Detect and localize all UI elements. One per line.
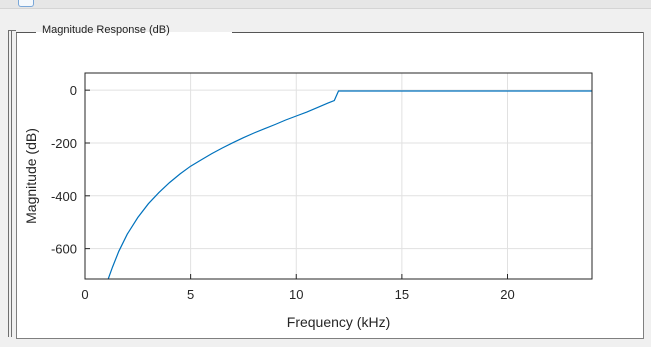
panel-border-top-left — [16, 32, 36, 33]
tick-layer: 0 5 10 15 20 0 -200 -400 -600 — [51, 83, 515, 302]
x-tick-label: 15 — [395, 287, 409, 302]
x-tick-label: 10 — [289, 287, 303, 302]
left-splitter[interactable] — [8, 30, 12, 337]
y-tick-label: -600 — [51, 242, 77, 257]
y-tick-label: 0 — [70, 83, 77, 98]
series-line-0 — [107, 90, 592, 280]
x-tick-label: 5 — [187, 287, 194, 302]
series-layer — [107, 90, 592, 280]
left-splitter-cap — [8, 30, 16, 31]
x-tick-label: 0 — [81, 287, 88, 302]
y-tick-label: -200 — [51, 136, 77, 151]
window-top-strip — [0, 0, 651, 9]
grid-layer — [84, 73, 592, 279]
panel-border-top-right — [232, 32, 643, 33]
plot-background — [85, 73, 592, 279]
panel-title: Magnitude Response (dB) — [42, 24, 170, 36]
y-tick-label: -400 — [51, 189, 77, 204]
y-axis-label: Magnitude (dB) — [23, 128, 39, 224]
top-tab-handle[interactable] — [18, 0, 34, 7]
x-tick-label: 20 — [500, 287, 514, 302]
plot-area[interactable] — [84, 72, 593, 280]
x-axis-label: Frequency (kHz) — [287, 314, 390, 330]
